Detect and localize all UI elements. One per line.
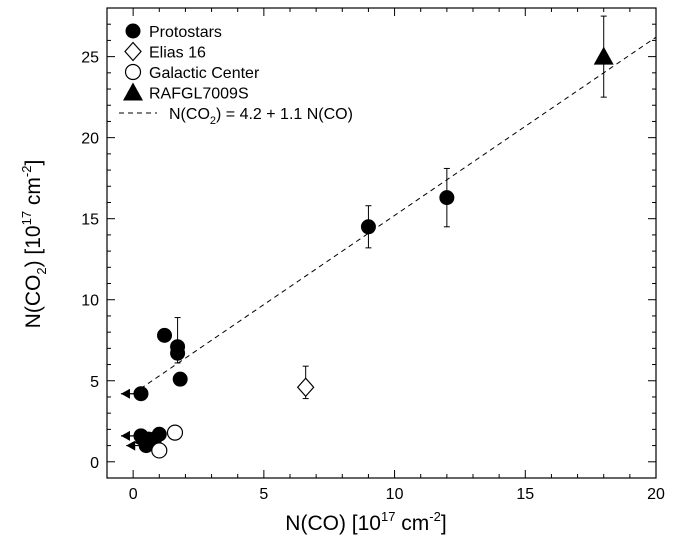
x-axis-label-end: ] bbox=[441, 512, 447, 535]
data-point bbox=[593, 46, 614, 65]
y-axis-label: N(CO2) [1017 cm-2] bbox=[19, 160, 49, 329]
y-tick-label: 0 bbox=[90, 455, 99, 472]
data-point bbox=[166, 424, 184, 441]
y-axis-label-mid: ) [10 bbox=[22, 225, 45, 267]
y-tick-label: 10 bbox=[81, 293, 99, 310]
x-tick-label: 10 bbox=[386, 486, 404, 503]
x-axis-label-sup2: -2 bbox=[429, 509, 441, 524]
x-tick-label: 20 bbox=[647, 486, 665, 503]
y-tick-label: 5 bbox=[90, 374, 99, 391]
x-axis-label-main: N(CO) [10 bbox=[285, 512, 381, 535]
legend-fit-label-sub: 2 bbox=[210, 115, 216, 127]
legend-label: RAFGL7009S bbox=[149, 86, 249, 103]
fit-line-group bbox=[132, 36, 657, 395]
data-point bbox=[133, 386, 149, 402]
y-axis-label-end: ] bbox=[22, 160, 45, 166]
legend-fit-label-pre: N(CO bbox=[169, 106, 210, 123]
legend-marker bbox=[124, 63, 142, 81]
upper-limit-arrow-head bbox=[120, 388, 130, 399]
legend-fit-label-post: ) = 4.2 + 1.1 N(CO) bbox=[216, 106, 353, 123]
upper-limit-arrow-head bbox=[126, 440, 136, 451]
legend-fit-label: N(CO2) = 4.2 + 1.1 N(CO) bbox=[169, 106, 353, 127]
upper-limit-arrow-head bbox=[120, 430, 130, 441]
legend-label: Protostars bbox=[149, 24, 222, 41]
data-point bbox=[151, 426, 167, 442]
legend-label: Elias 16 bbox=[149, 45, 206, 62]
legend: Protostars Elias 16 Galactic Center RAFGL70… bbox=[119, 23, 353, 127]
data-point bbox=[172, 371, 188, 387]
plot-frame bbox=[106, 7, 657, 479]
data-point bbox=[360, 219, 376, 235]
y-tick-label: 20 bbox=[81, 131, 99, 148]
legend-label: Galactic Center bbox=[149, 65, 260, 82]
data-point bbox=[439, 190, 455, 206]
axis-ticks: 0 5 10 15 20 0 5 10 15 20 25 bbox=[81, 7, 665, 503]
x-axis-label-sup: 17 bbox=[381, 509, 395, 524]
data-point bbox=[151, 442, 168, 459]
x-tick-label: 0 bbox=[129, 486, 138, 503]
y-axis-label-mid2: cm bbox=[22, 177, 45, 211]
y-axis-label-sup2: -2 bbox=[19, 166, 34, 178]
x-tick-label: 5 bbox=[259, 486, 268, 503]
data-points bbox=[120, 15, 614, 459]
y-axis-label-prefix: N(CO bbox=[22, 275, 45, 329]
y-axis-label-sup: 17 bbox=[19, 211, 34, 225]
data-point bbox=[138, 438, 154, 454]
legend-marker bbox=[124, 41, 142, 62]
x-axis-label: N(CO) [1017 cm-2] bbox=[285, 509, 446, 535]
legend-marker bbox=[125, 23, 141, 39]
data-point bbox=[170, 345, 186, 361]
legend-marker bbox=[123, 82, 143, 101]
data-point bbox=[296, 377, 315, 398]
fit-line bbox=[132, 36, 657, 395]
y-tick-label: 25 bbox=[81, 50, 99, 67]
plot-border bbox=[106, 7, 657, 479]
y-tick-label: 15 bbox=[81, 212, 99, 229]
x-axis-label-mid: cm bbox=[395, 512, 429, 535]
x-tick-label: 15 bbox=[516, 486, 534, 503]
data-point bbox=[157, 327, 173, 343]
y-axis-label-sub: 2 bbox=[34, 267, 49, 274]
